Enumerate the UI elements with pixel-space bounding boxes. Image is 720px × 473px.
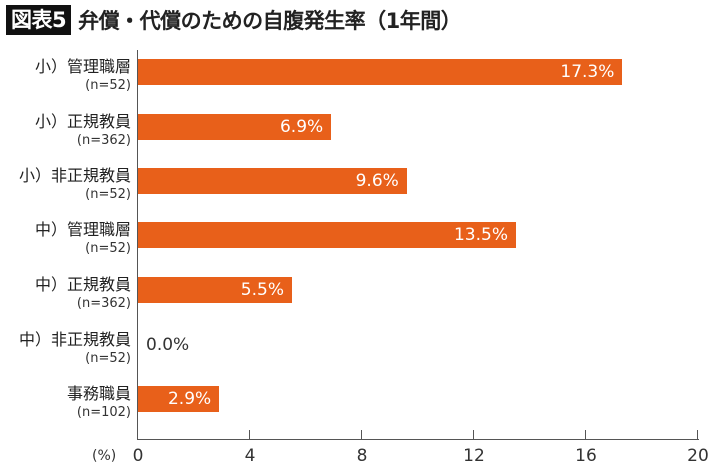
category-label: 小）正規教員 (n=362) <box>35 112 131 150</box>
sample-size: (n=52) <box>85 78 131 93</box>
category-label: 小）管理職層 (n=52) <box>35 57 131 95</box>
bar: 17.3% <box>138 59 623 85</box>
bar-value-label: 5.5% <box>240 280 284 300</box>
chart-header: 図表5 弁償・代償のための自腹発生率（1年間） <box>6 5 462 35</box>
chart-title: 弁償・代償のための自腹発生率（1年間） <box>78 9 462 33</box>
x-axis-line <box>137 439 699 440</box>
x-axis-tick <box>249 430 250 439</box>
figure-tag: 図表5 <box>6 5 72 35</box>
bar-value-label: 6.9% <box>279 117 324 137</box>
bar: 6.9% <box>138 114 332 140</box>
sample-size: (n=52) <box>85 187 131 202</box>
x-axis-tick-label: 20 <box>687 446 709 466</box>
category-label: 中）正規教員 (n=362) <box>35 275 131 313</box>
x-axis-tick <box>361 430 362 439</box>
bar-value-label: 13.5% <box>453 225 508 245</box>
category-label: 中）管理職層 (n=52) <box>35 220 131 258</box>
sample-size: (n=362) <box>76 296 131 311</box>
category-name: 中）非正規教員 <box>18 330 131 349</box>
bar: 2.9% <box>138 386 220 412</box>
bar-value-label: 0.0% <box>146 335 190 355</box>
category-name: 中）正規教員 <box>34 275 131 294</box>
x-axis-tick-label: 8 <box>356 446 368 466</box>
category-label: 事務職員 (n=102) <box>67 384 131 422</box>
x-axis-tick-label: 0 <box>132 446 144 466</box>
category-name: 小）非正規教員 <box>18 166 131 185</box>
category-label: 中）非正規教員 (n=52) <box>19 330 131 368</box>
x-axis-tick-label: 12 <box>463 446 485 466</box>
x-axis-unit: (%) <box>92 448 117 464</box>
x-axis-tick <box>697 430 698 439</box>
x-axis-tick <box>473 430 474 439</box>
sample-size: (n=102) <box>76 405 131 420</box>
sample-size: (n=52) <box>85 351 131 366</box>
x-axis-tick <box>585 430 586 439</box>
x-axis-tick <box>137 430 138 439</box>
bar-value-label: 17.3% <box>560 62 615 82</box>
bar: 5.5% <box>138 277 292 303</box>
category-name: 小）管理職層 <box>34 57 131 76</box>
category-name: 事務職員 <box>66 384 131 403</box>
bar-value-label: 2.9% <box>167 389 212 409</box>
category-label: 小）非正規教員 (n=52) <box>19 166 131 204</box>
category-name: 中）管理職層 <box>34 220 131 239</box>
bar-value-label: 9.6% <box>355 171 399 191</box>
y-axis-line <box>137 50 138 440</box>
x-axis-tick-label: 16 <box>575 446 597 466</box>
bar: 9.6% <box>138 168 407 194</box>
sample-size: (n=362) <box>76 133 131 148</box>
bar: 13.5% <box>138 222 516 248</box>
x-axis-tick-label: 4 <box>244 446 256 466</box>
category-name: 小）正規教員 <box>34 112 131 131</box>
sample-size: (n=52) <box>85 241 131 256</box>
